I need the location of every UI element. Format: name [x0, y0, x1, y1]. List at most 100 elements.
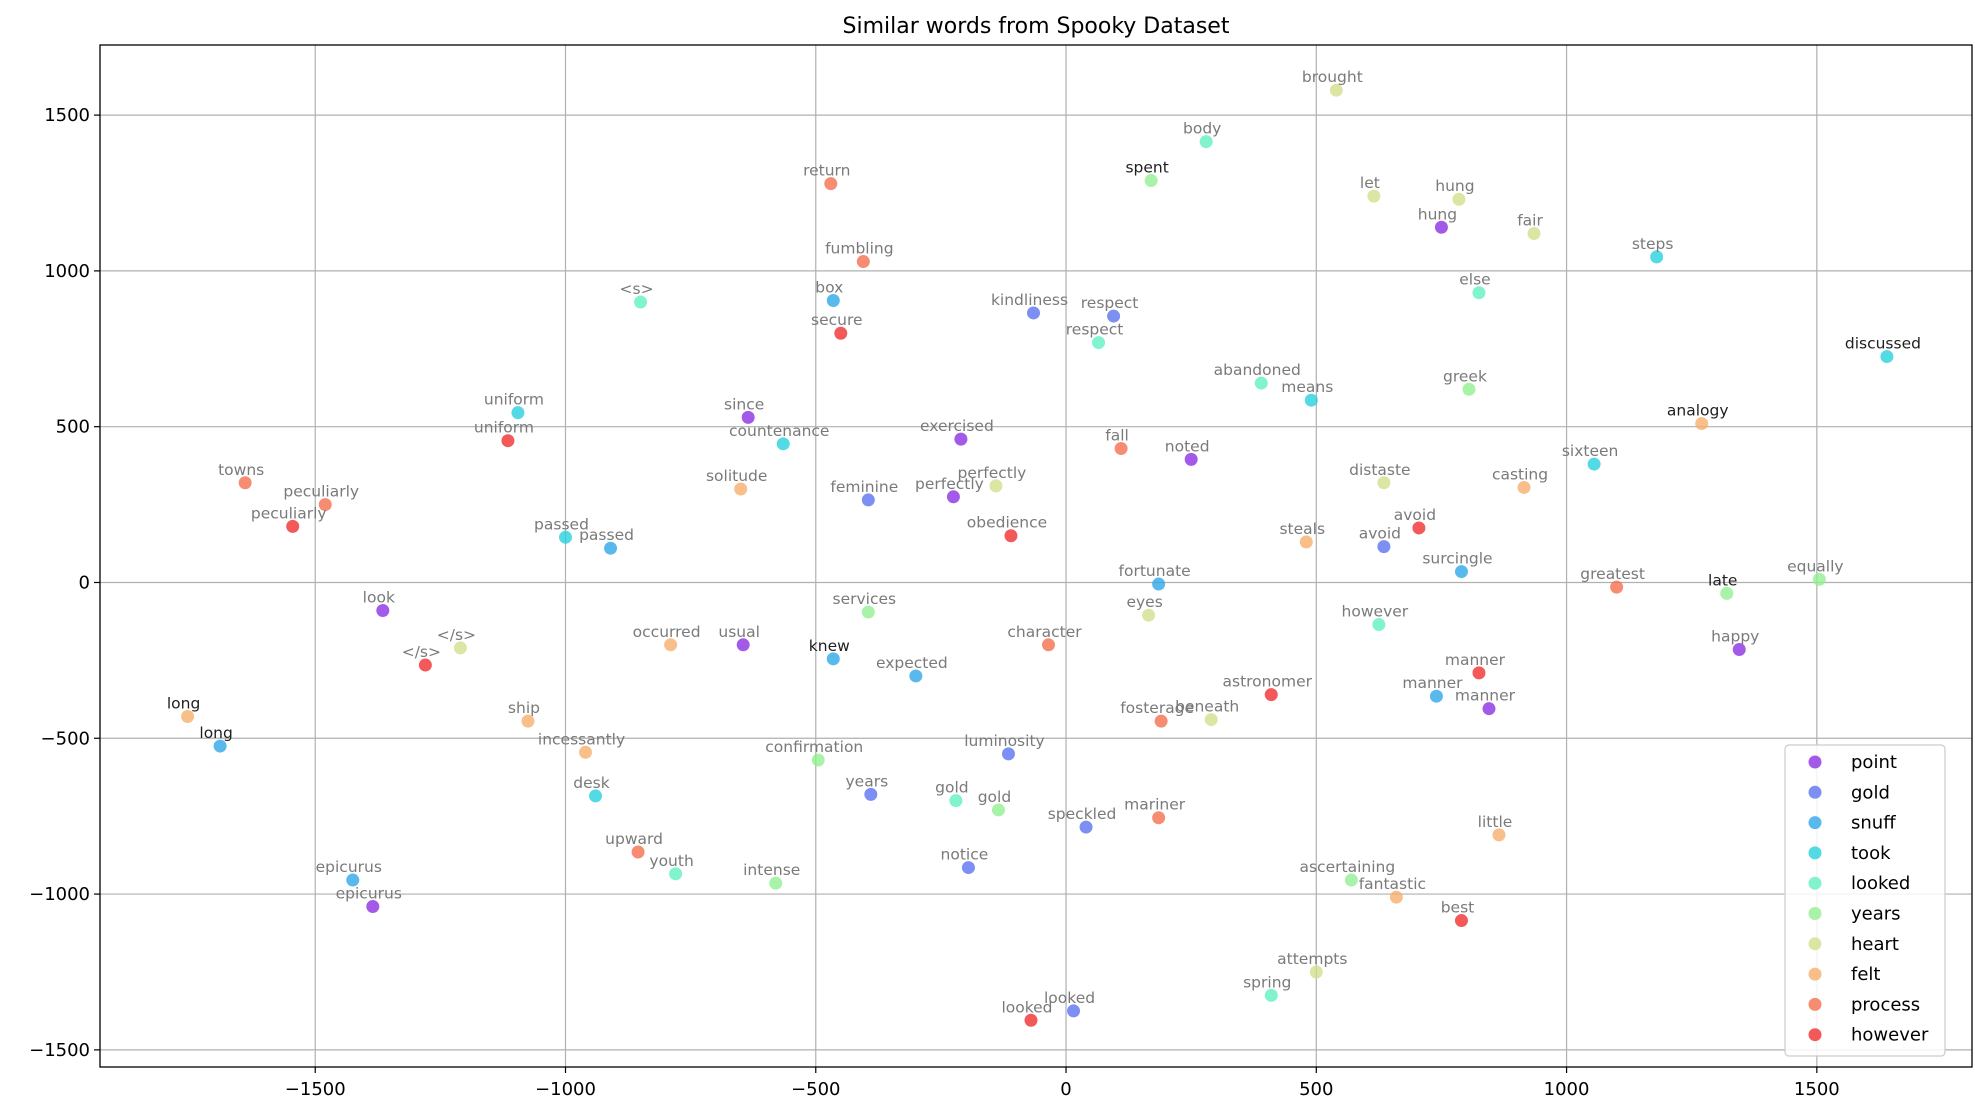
point-label: speckled: [1048, 805, 1117, 823]
point-layer: [181, 83, 1894, 1027]
point-label: look: [363, 589, 395, 607]
point-label: body: [1183, 120, 1221, 138]
data-point-years: [861, 605, 875, 619]
data-point-point: [1732, 642, 1746, 656]
data-point-point: [1434, 220, 1448, 234]
x-tick-label: 500: [1299, 1079, 1333, 1100]
point-label: incessantly: [538, 730, 625, 748]
point-label: spring: [1243, 973, 1291, 991]
point-label: peculiarly: [283, 483, 359, 501]
grid-layer: [100, 45, 1972, 1067]
point-label: confirmation: [765, 738, 863, 756]
data-point-years: [1720, 586, 1734, 600]
y-tick-label: −1500: [29, 1040, 90, 1061]
data-point-took: [1880, 350, 1894, 364]
legend-marker: [1808, 997, 1822, 1011]
point-label: fortunate: [1119, 562, 1191, 580]
data-point-years: [769, 876, 783, 890]
data-point-years: [1144, 174, 1158, 188]
point-label: passed: [534, 515, 589, 533]
data-point-snuff: [1152, 577, 1166, 591]
point-label: return: [803, 162, 850, 180]
point-label: </s>: [402, 643, 441, 661]
data-point-point: [736, 638, 750, 652]
point-label: usual: [718, 623, 760, 641]
point-label: </s>: [437, 626, 476, 644]
point-label: fair: [1517, 212, 1543, 230]
data-point-years: [1812, 572, 1826, 586]
data-point-however: [1024, 1013, 1038, 1027]
data-point-process: [824, 177, 838, 191]
data-point-looked: [1372, 618, 1386, 632]
legend-label: years: [1851, 904, 1901, 925]
data-point-however: [418, 658, 432, 672]
data-point-gold: [1377, 540, 1391, 554]
data-point-felt: [521, 714, 535, 728]
data-point-felt: [1517, 480, 1531, 494]
data-point-heart: [1204, 713, 1218, 727]
point-label: eyes: [1126, 593, 1162, 611]
point-label: sixteen: [1562, 442, 1619, 460]
point-label: best: [1441, 899, 1475, 917]
point-label: box: [815, 279, 843, 297]
point-label: distaste: [1349, 461, 1411, 479]
data-point-looked: [1264, 988, 1278, 1002]
point-label: little: [1478, 813, 1513, 831]
data-point-took: [558, 530, 572, 544]
point-label: abandoned: [1214, 361, 1301, 379]
point-label: gold: [935, 779, 968, 797]
point-label: upward: [605, 830, 663, 848]
data-point-heart: [1527, 227, 1541, 241]
point-label: towns: [218, 461, 264, 479]
point-label: brought: [1302, 68, 1363, 86]
data-point-heart: [1367, 189, 1381, 203]
data-point-point: [1482, 702, 1496, 716]
legend-marker: [1808, 967, 1822, 981]
x-tick-label: −1500: [285, 1079, 346, 1100]
data-point-point: [376, 604, 390, 618]
point-label: years: [845, 772, 888, 790]
data-point-snuff: [213, 739, 227, 753]
point-label: discussed: [1845, 335, 1921, 353]
data-point-snuff: [346, 873, 360, 887]
point-label: let: [1360, 174, 1380, 192]
point-label: uniform: [484, 391, 544, 409]
plot-frame: [99, 44, 1973, 1068]
point-label: fantastic: [1359, 875, 1426, 893]
data-point-looked: [1472, 286, 1486, 300]
point-label: looked: [1001, 998, 1052, 1016]
point-label: services: [833, 590, 897, 608]
data-point-point: [1184, 452, 1198, 466]
point-label: hung: [1418, 205, 1457, 223]
data-point-heart: [989, 479, 1003, 493]
data-point-heart: [1452, 192, 1466, 206]
data-point-snuff: [909, 669, 923, 683]
point-label: steals: [1279, 520, 1325, 538]
data-point-however: [1412, 521, 1426, 535]
data-point-point: [741, 410, 755, 424]
point-label: avoid: [1394, 506, 1436, 524]
point-label: since: [724, 395, 764, 413]
data-point-gold: [1067, 1004, 1081, 1018]
tick-layer: −1500 −1000 −500 0 500 1000 1500 −1500 −1000 −500…: [29, 105, 1840, 1100]
data-point-felt: [579, 745, 593, 759]
legend-marker: [1808, 816, 1822, 830]
legend-label: looked: [1851, 873, 1910, 894]
data-point-felt: [1389, 890, 1403, 904]
data-point-heart: [453, 641, 467, 655]
point-label: equally: [1787, 557, 1843, 575]
point-label: avoid: [1359, 525, 1401, 543]
data-point-looked: [1092, 336, 1106, 350]
legend-label: gold: [1851, 782, 1890, 803]
point-label: however: [1342, 603, 1409, 621]
y-tick-label: −500: [41, 728, 90, 749]
data-point-looked: [669, 867, 683, 881]
legend-marker: [1808, 846, 1822, 860]
point-label: knew: [809, 637, 850, 655]
data-point-took: [1304, 393, 1318, 407]
data-point-point: [946, 490, 960, 504]
data-point-felt: [181, 709, 195, 723]
legend-frame: [1784, 744, 1946, 1057]
chart-title: Similar words from Spooky Dataset: [843, 14, 1230, 39]
point-label: fall: [1105, 427, 1129, 445]
